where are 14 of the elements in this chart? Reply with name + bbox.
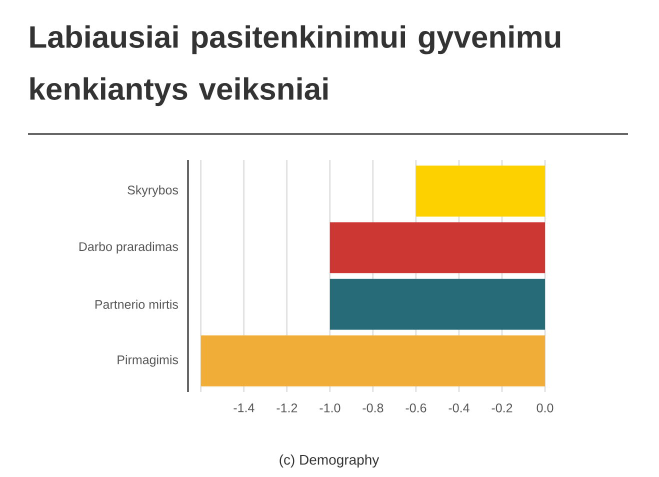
- x-tick-label: 0.0: [536, 404, 554, 412]
- y-tick-label: Darbo praradimas: [79, 242, 178, 254]
- x-tick-label: -0.8: [362, 404, 384, 412]
- y-tick-label: Partnerio mirtis: [95, 300, 178, 309]
- x-tick-label: -1.4: [234, 404, 254, 412]
- x-tick-label: -1.0: [320, 404, 340, 412]
- y-tick-label: Pirmagimis: [118, 355, 178, 367]
- x-tick-label: -1.2: [276, 404, 298, 412]
- x-tick-label: -0.2: [492, 404, 512, 412]
- x-tick-label: -0.4: [448, 404, 470, 412]
- text: (c) Demography: [280, 454, 380, 468]
- chart-title: Labiausiai pasitenkinimui gyvenimu kenkiantys veiksniai: [30, 25, 560, 106]
- y-tick-label: Skyrybos: [128, 185, 178, 197]
- x-tick-label: -0.6: [406, 404, 426, 412]
